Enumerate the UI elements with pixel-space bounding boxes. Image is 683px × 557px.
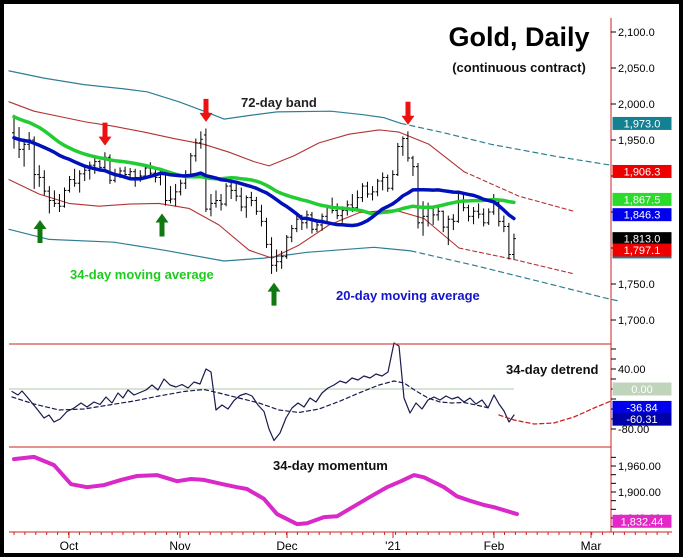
chart-subtitle: (continuous contract) xyxy=(452,60,586,75)
svg-text:1,813.0: 1,813.0 xyxy=(624,234,661,246)
svg-text:1,700.0: 1,700.0 xyxy=(618,315,655,327)
svg-text:1,832.44: 1,832.44 xyxy=(621,516,664,528)
x-axis: Oct Nov Dec '21 Feb Mar xyxy=(13,532,669,553)
svg-text:Nov: Nov xyxy=(169,539,190,553)
svg-text:2,100.0: 2,100.0 xyxy=(618,27,655,39)
svg-text:0.00: 0.00 xyxy=(631,384,652,396)
buy-arrow-icon xyxy=(155,213,169,237)
sell-arrow-icon xyxy=(401,101,415,125)
momentum-line xyxy=(12,454,519,527)
ma20-annotation: 20-day moving average xyxy=(336,288,480,303)
svg-text:40.00: 40.00 xyxy=(618,364,646,376)
ma34-annotation: 34-day moving average xyxy=(70,267,214,282)
svg-text:1,750.0: 1,750.0 xyxy=(618,279,655,291)
svg-text:1,950.0: 1,950.0 xyxy=(618,135,655,147)
chart-canvas: 2,100.0 2,050.0 2,000.0 1,950.0 1,750.0 1,700… xyxy=(8,18,672,553)
price-bars xyxy=(12,114,516,274)
svg-text:1,973.0: 1,973.0 xyxy=(624,118,661,130)
svg-text:1,900.00: 1,900.00 xyxy=(618,487,661,499)
value-badges: 1,973.0 1,906.3 1,867.5 1,846.3 1,813.01,797… xyxy=(612,116,672,528)
svg-text:Feb: Feb xyxy=(484,539,505,553)
svg-text:-36.84: -36.84 xyxy=(626,402,657,414)
sell-arrow-icon xyxy=(98,122,112,146)
svg-text:2,050.0: 2,050.0 xyxy=(618,63,655,75)
y-tick-labels: 2,100.0 2,050.0 2,000.0 1,950.0 1,750.0 1,700… xyxy=(611,27,661,528)
svg-text:-80.00: -80.00 xyxy=(618,424,649,436)
svg-text:1,846.3: 1,846.3 xyxy=(624,210,661,222)
sell-arrow-icon xyxy=(199,98,213,122)
svg-text:Mar: Mar xyxy=(581,539,602,553)
signal-arrows xyxy=(33,98,415,306)
svg-text:-60.31: -60.31 xyxy=(626,414,657,426)
svg-text:Dec: Dec xyxy=(276,539,297,553)
page-title: Gold, Daily xyxy=(448,22,590,52)
svg-text:Oct: Oct xyxy=(60,539,79,553)
svg-text:1,797.1: 1,797.1 xyxy=(624,245,661,257)
svg-text:'21: '21 xyxy=(385,539,401,553)
svg-text:2,000.0: 2,000.0 xyxy=(618,99,655,111)
band-lines xyxy=(8,70,621,302)
detrend-annotation: 34-day detrend xyxy=(506,362,599,377)
momentum-annotation: 34-day momentum xyxy=(273,458,388,473)
buy-arrow-icon xyxy=(33,220,47,244)
svg-text:1,960.00: 1,960.00 xyxy=(618,461,661,473)
detrend-lines xyxy=(11,342,612,442)
buy-arrow-icon xyxy=(267,282,281,306)
svg-text:1,867.5: 1,867.5 xyxy=(624,194,661,206)
moving-averages xyxy=(12,115,516,228)
svg-text:1,906.3: 1,906.3 xyxy=(624,166,661,178)
band-annotation: 72-day band xyxy=(241,95,317,110)
